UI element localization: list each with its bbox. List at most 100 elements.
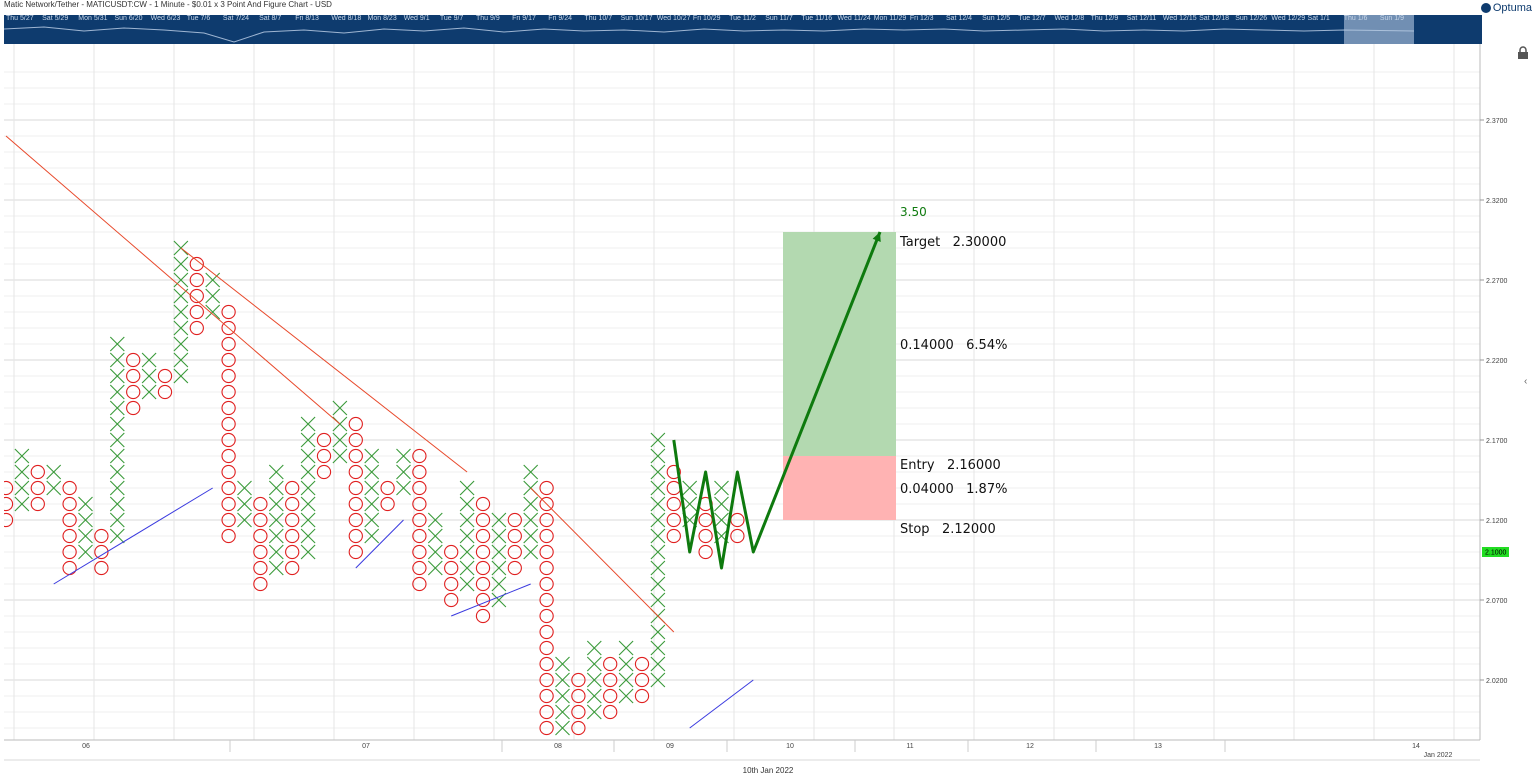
pf-x-box	[491, 512, 507, 528]
pf-o-box	[634, 656, 650, 672]
pf-x-box	[268, 528, 284, 544]
risk-label: 0.04000 1.87%	[900, 482, 1007, 497]
pf-o-box	[666, 528, 681, 544]
pf-x-box	[491, 528, 507, 544]
pf-o-box	[189, 288, 204, 304]
pf-x-box	[14, 496, 30, 512]
date-footer: 10th Jan 2022	[742, 766, 794, 775]
pf-o-box	[30, 464, 45, 480]
reward-label: 0.14000 6.54%	[900, 338, 1007, 353]
pf-o-box	[539, 560, 554, 576]
pf-x-box	[237, 480, 252, 496]
x-tick-label: 08	[554, 743, 562, 750]
navigator-date-label: Sat 12/4	[946, 15, 973, 22]
pf-x-box	[427, 560, 443, 576]
navigator-date-label: Sat 8/7	[259, 15, 282, 22]
pf-o-box	[539, 672, 554, 688]
pf-o-box	[348, 496, 363, 512]
navigator-date-label: Fri 8/13	[295, 15, 319, 22]
pf-o-box	[157, 384, 173, 400]
pf-x-box	[650, 544, 666, 560]
pf-o-box	[126, 352, 141, 368]
y-tick-label: 2.3700	[1486, 118, 1508, 125]
entry-label: Entry 2.16000	[900, 458, 1001, 473]
pf-x-box	[586, 656, 602, 672]
pf-o-box	[730, 528, 745, 544]
navigator-date-label: Mon 5/31	[78, 15, 108, 22]
pf-o-box	[539, 496, 554, 512]
pf-o-box	[285, 496, 300, 512]
pf-x-box	[78, 528, 93, 544]
pf-x-box	[650, 640, 666, 656]
navigator-date-label: Wed 12/15	[1162, 15, 1197, 22]
pf-x-box	[268, 464, 284, 480]
pf-o-box	[380, 480, 395, 496]
risk-reward-ratio-label: 3.50	[900, 205, 927, 219]
timeline-navigator[interactable]: Thu 5/27 Sat 5/29 Mon 5/31 Sun 6/20 Wed 6/23…	[4, 15, 1482, 44]
pf-x-box	[173, 352, 189, 368]
pf-o-box	[316, 448, 332, 464]
pf-o-box	[316, 432, 332, 448]
pf-x-box	[14, 480, 30, 496]
pf-x-box	[650, 624, 666, 640]
pf-o-box	[316, 464, 332, 480]
pf-x-box	[78, 496, 93, 512]
pf-x-box	[332, 400, 348, 416]
pf-x-box	[427, 544, 443, 560]
pf-o-box	[412, 480, 427, 496]
pf-o-box	[603, 656, 618, 672]
pf-o-box	[253, 496, 268, 512]
pf-o-box	[221, 336, 236, 352]
pf-x-box	[141, 368, 157, 384]
pf-o-box	[4, 480, 14, 496]
pf-x-box	[586, 640, 602, 656]
pf-x-box	[300, 464, 316, 480]
pf-o-box	[412, 464, 427, 480]
pf-o-box	[221, 496, 236, 512]
pf-o-box	[539, 512, 554, 528]
pf-x-box	[682, 480, 698, 496]
pf-x-box	[555, 704, 570, 720]
pf-x-box	[205, 272, 221, 288]
pf-x-box	[523, 528, 539, 544]
reward-zone	[783, 232, 896, 456]
pf-o-box	[539, 704, 554, 720]
y-tick-label: 2.1200	[1486, 518, 1508, 525]
pf-o-box	[348, 512, 363, 528]
pf-o-box	[539, 576, 554, 592]
downtrend-line	[180, 247, 468, 473]
pf-x-box	[173, 272, 189, 288]
pf-x-box	[364, 480, 380, 496]
brand-logo[interactable]: Optuma	[1480, 0, 1532, 15]
pf-x-box	[459, 576, 475, 592]
lock-icon[interactable]	[1516, 46, 1530, 60]
panel-collapse-chevron-icon[interactable]: ‹	[1524, 376, 1528, 387]
x-tick-label: 14	[1412, 743, 1420, 750]
uptrend-line	[355, 519, 404, 569]
pf-o-box	[189, 256, 204, 272]
pf-x-box	[109, 384, 125, 400]
x-tick-label: 07	[362, 743, 370, 750]
navigator-date-label: Tue 7/6	[186, 15, 211, 22]
pf-o-box	[412, 560, 427, 576]
pf-x-box	[459, 480, 475, 496]
pf-o-box	[571, 704, 586, 720]
projection-path	[672, 231, 882, 570]
pf-o-box	[285, 528, 300, 544]
pf-chart[interactable]: 2.3700 2.3200 2.2700 2.2200 2.1700 2.1200 2.07…	[0, 44, 1536, 766]
pf-o-box	[221, 528, 236, 544]
navigator-date-label: Sun 6/20	[114, 15, 143, 22]
pf-o-box	[698, 544, 713, 560]
navigator-date-label: Tue 12/7	[1018, 15, 1046, 22]
pf-x-box	[650, 480, 666, 496]
pf-x-box	[300, 496, 316, 512]
pf-o-box	[94, 528, 109, 544]
pf-x-box	[173, 320, 189, 336]
pf-x-box	[650, 576, 666, 592]
navigator-date-label: Wed 8/18	[331, 15, 362, 22]
pf-o-box	[221, 384, 236, 400]
pf-x-box	[300, 480, 316, 496]
pf-x-box	[586, 688, 602, 704]
navigator-selection-window[interactable]	[1344, 15, 1414, 44]
pf-o-box	[634, 672, 650, 688]
